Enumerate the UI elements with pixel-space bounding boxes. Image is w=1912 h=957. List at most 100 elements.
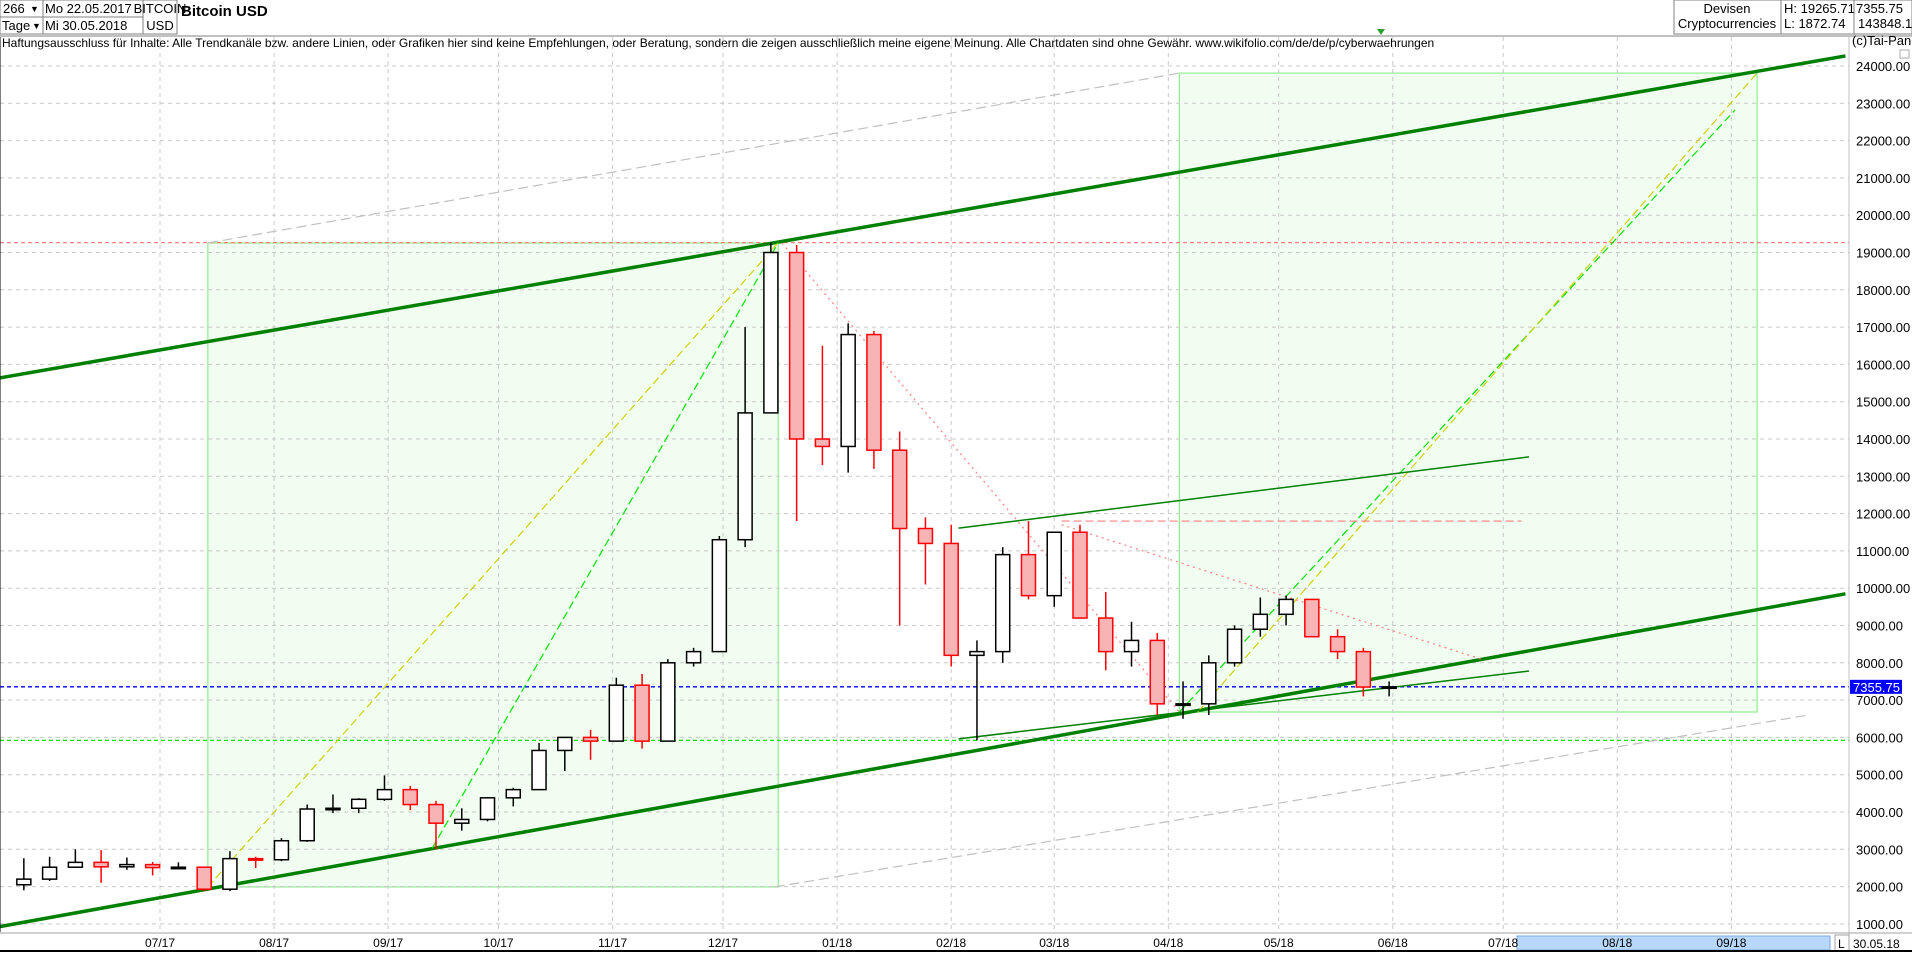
date-to: Mi 30.05.2018 bbox=[45, 18, 127, 33]
candle-body bbox=[1381, 686, 1397, 690]
candle-body bbox=[917, 527, 934, 545]
candle bbox=[93, 850, 109, 883]
candle bbox=[1226, 625, 1243, 667]
candle-body bbox=[1072, 531, 1088, 619]
date-from: Mo 22.05.2017 bbox=[45, 1, 132, 16]
candle bbox=[1201, 655, 1217, 716]
candle-body bbox=[299, 808, 315, 842]
time-axis[interactable]: 07/17 08/17 09/17 10/17 11/17 12/17 01/18 02/18… bbox=[145, 936, 1747, 950]
candle bbox=[814, 345, 831, 466]
price-tick-label: 11000.00 bbox=[1856, 544, 1909, 559]
price-tick-label: 9000.00 bbox=[1856, 619, 1903, 634]
candle-body bbox=[93, 861, 109, 868]
price-tick-label: 6000.00 bbox=[1856, 730, 1903, 745]
projection-line-1[interactable] bbox=[1178, 109, 1736, 713]
candle-body bbox=[1329, 635, 1346, 653]
time-tick-label: 05/18 bbox=[1264, 936, 1294, 950]
disclaimer: Haftungsausschluss für Inhalte: Alle Tre… bbox=[2, 36, 1434, 50]
candle-body bbox=[222, 857, 238, 890]
down-trend-1[interactable] bbox=[781, 242, 1180, 713]
candle bbox=[196, 866, 212, 892]
candle-body bbox=[325, 807, 341, 811]
projection-line-2[interactable] bbox=[1197, 72, 1758, 713]
candle-body bbox=[1098, 617, 1114, 653]
price-tick-label: 13000.00 bbox=[1856, 469, 1910, 484]
thin-channel-upper[interactable] bbox=[958, 456, 1530, 529]
candle bbox=[505, 787, 522, 807]
candle bbox=[350, 798, 367, 814]
candle-body bbox=[1252, 613, 1269, 630]
price-tick-label: 19000.00 bbox=[1856, 246, 1910, 261]
candle-body bbox=[119, 863, 135, 868]
price-tick-label: 12000.00 bbox=[1856, 507, 1910, 522]
candle bbox=[144, 861, 161, 876]
period-select[interactable]: Tage ▼ bbox=[0, 16, 44, 35]
candle bbox=[1304, 598, 1320, 638]
candle bbox=[299, 804, 315, 842]
price-tick-label: 15000.00 bbox=[1856, 395, 1910, 410]
candle bbox=[1149, 632, 1166, 716]
candle-body bbox=[1149, 639, 1166, 705]
candle bbox=[119, 857, 135, 870]
chart-title: Bitcoin USD bbox=[181, 3, 268, 20]
candle bbox=[1278, 595, 1294, 626]
candle-body bbox=[1278, 598, 1294, 616]
candle bbox=[376, 775, 393, 801]
candle-body bbox=[557, 736, 573, 752]
candle bbox=[711, 535, 728, 653]
time-tick-label: 08/18 bbox=[1602, 936, 1632, 950]
currency: USD bbox=[146, 18, 173, 33]
candle-body bbox=[1175, 703, 1191, 707]
candle bbox=[582, 729, 599, 760]
candle bbox=[943, 524, 959, 667]
last-value: 7355.75 bbox=[1856, 1, 1903, 16]
candle bbox=[917, 517, 934, 585]
candle-body bbox=[428, 803, 444, 824]
outer-lower-channel[interactable] bbox=[774, 714, 1809, 888]
outer-upper-channel[interactable] bbox=[207, 72, 1180, 244]
candle bbox=[428, 800, 444, 850]
price-axis[interactable]: 1000.00 2000.00 3000.00 4000.00 5000.00 6000.… bbox=[1856, 59, 1910, 932]
scale-mode: L bbox=[1838, 937, 1845, 951]
candle-body bbox=[814, 438, 831, 448]
thin-channel-lower[interactable] bbox=[958, 670, 1530, 740]
price-tick-label: 22000.00 bbox=[1856, 134, 1910, 149]
candle bbox=[273, 838, 290, 862]
time-tick-label: 08/17 bbox=[259, 936, 289, 950]
candle bbox=[531, 742, 547, 791]
candle bbox=[788, 245, 805, 522]
time-tick-label: 04/18 bbox=[1153, 936, 1183, 950]
volume-value: 143848.1/ bbox=[1858, 16, 1912, 31]
collapse-button[interactable] bbox=[1899, 49, 1910, 59]
candle-body bbox=[505, 788, 522, 799]
time-scrollbar-thumb[interactable] bbox=[1516, 935, 1831, 951]
dropdown-arrow-icon: ▼ bbox=[32, 21, 41, 31]
candle bbox=[608, 677, 625, 742]
candle bbox=[634, 673, 650, 749]
candle-body bbox=[67, 861, 84, 868]
candle bbox=[222, 851, 238, 892]
rally-line-2[interactable] bbox=[431, 242, 779, 849]
marker-triangle-icon bbox=[1377, 29, 1385, 35]
plot-area[interactable] bbox=[0, 37, 1849, 932]
candle bbox=[891, 431, 908, 626]
upper-trend-channel[interactable] bbox=[0, 54, 1846, 380]
price-tick-label: 20000.00 bbox=[1856, 208, 1910, 223]
lower-trend-channel[interactable] bbox=[0, 592, 1846, 929]
price-tick-label: 18000.00 bbox=[1856, 283, 1910, 298]
candle bbox=[994, 547, 1011, 663]
candle-body bbox=[969, 650, 985, 657]
candle-body bbox=[994, 553, 1011, 653]
bar-count-select[interactable]: 266 ▼ bbox=[0, 0, 44, 18]
candle bbox=[170, 862, 187, 870]
price-tick-label: 16000.00 bbox=[1856, 357, 1910, 372]
time-tick-label: 11/17 bbox=[598, 936, 627, 950]
down-trend-2[interactable] bbox=[1061, 524, 1482, 660]
candle bbox=[1046, 531, 1062, 607]
candle-body bbox=[737, 412, 753, 541]
candle bbox=[763, 242, 779, 414]
price-tick-label: 4000.00 bbox=[1856, 805, 1903, 820]
candle-body bbox=[1046, 531, 1062, 597]
last-price-tag: 7355.75 bbox=[1850, 679, 1902, 695]
candle bbox=[1329, 629, 1346, 660]
